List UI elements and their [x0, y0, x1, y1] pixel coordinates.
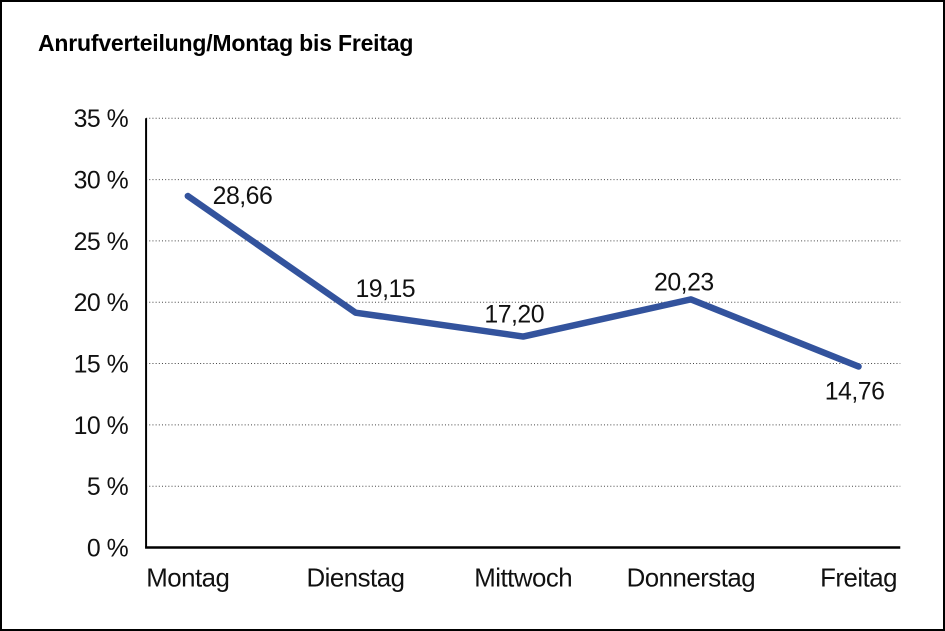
x-axis-label: Montag: [146, 564, 229, 592]
y-tick-label: 25 %: [74, 229, 129, 256]
y-tick-label: 20 %: [74, 290, 129, 317]
data-point-label: 17,20: [484, 302, 544, 329]
x-axis-label: Donnerstag: [627, 564, 756, 592]
y-tick-label: 15 %: [74, 351, 129, 378]
data-point-label: 28,66: [213, 183, 273, 210]
x-axis-label: Freitag: [820, 564, 897, 592]
data-line: [184, 192, 862, 370]
y-tick-label: 30 %: [74, 168, 129, 195]
data-point-label: 20,23: [654, 269, 714, 296]
y-tick-label: 10 %: [74, 413, 129, 440]
y-tick-label: 35 %: [74, 106, 129, 133]
chart-title: Anrufverteilung/Montag bis Freitag: [38, 30, 414, 56]
x-axis-label: Dienstag: [307, 564, 405, 592]
y-tick-label: 5 %: [87, 474, 129, 501]
y-tick-label: 0 %: [87, 535, 129, 562]
x-axis-label: Mittwoch: [474, 564, 572, 592]
data-point-label: 19,15: [355, 276, 415, 303]
data-point-label: 14,76: [825, 378, 885, 405]
